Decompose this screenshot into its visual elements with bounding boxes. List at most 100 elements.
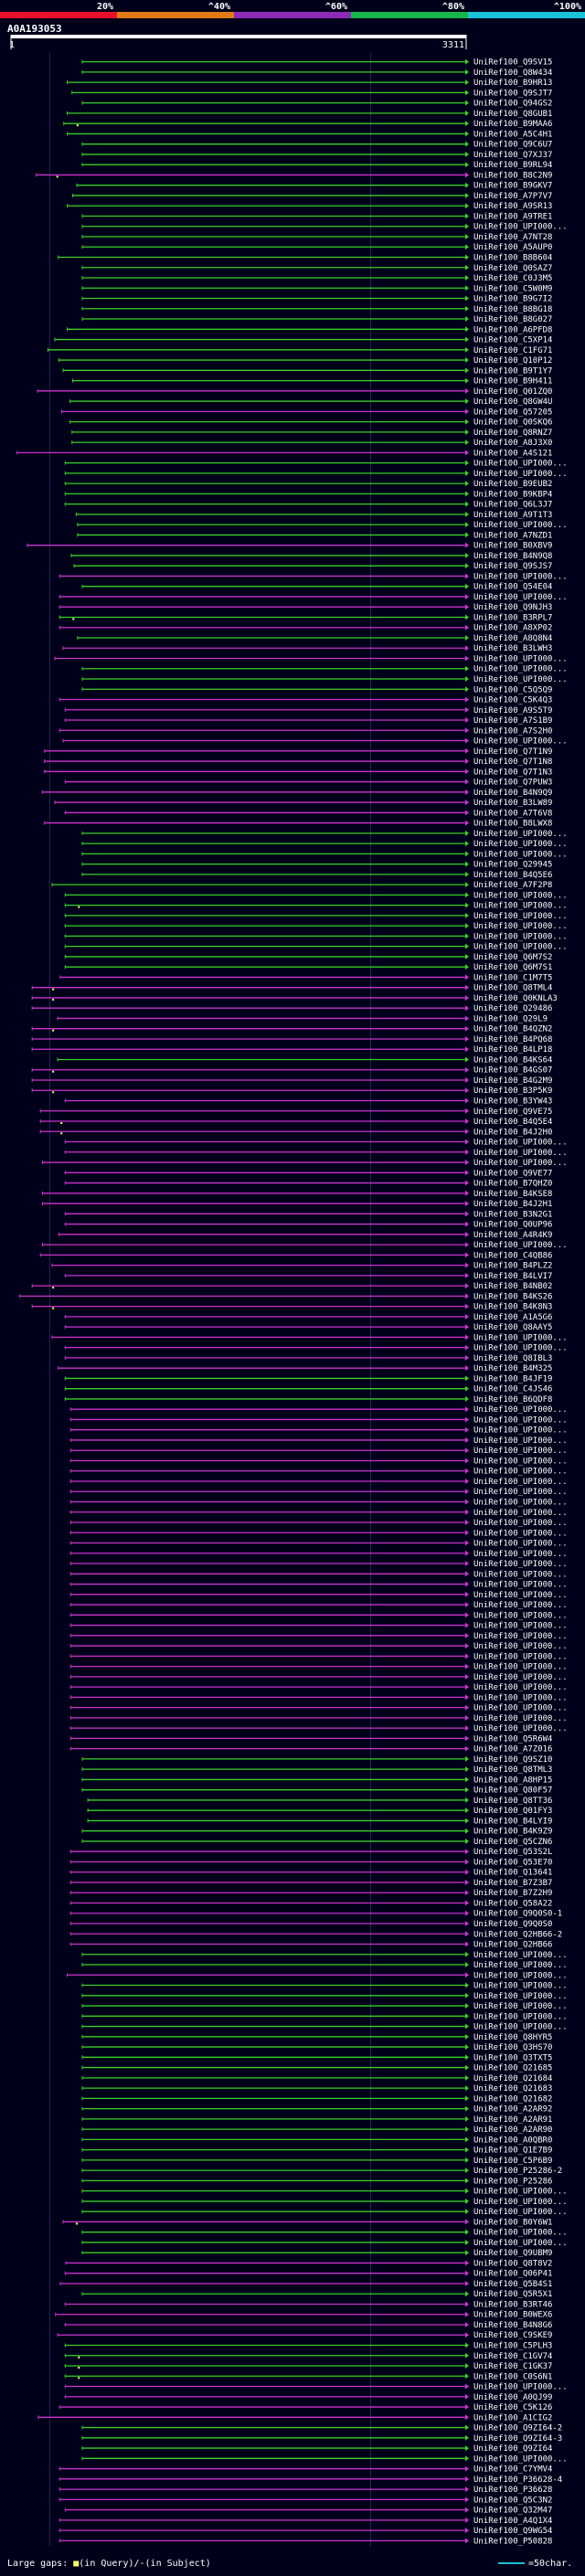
hit-label[interactable]: UniRef100_Q8GW4U — [473, 398, 552, 407]
hit-row[interactable]: UniRef100_B4N9Q8 — [70, 552, 552, 561]
hit-row[interactable]: UniRef100_B9H411 — [72, 377, 553, 387]
hit-row[interactable]: UniRef100_B3LW89 — [54, 799, 552, 808]
hit-label[interactable]: UniRef100_Q5B4S1 — [473, 2280, 552, 2289]
hit-row[interactable]: UniRef100_C1GK37 — [64, 2362, 552, 2371]
hit-label[interactable]: UniRef100_B6QDF8 — [473, 1395, 552, 1405]
hit-row[interactable]: UniRef100_Q01ZQ0 — [37, 387, 552, 397]
hit-label[interactable]: UniRef100_Q9VE77 — [473, 1169, 552, 1178]
hit-label[interactable]: UniRef100_Q9WG54 — [473, 2527, 552, 2536]
hit-label[interactable]: UniRef100_Q9SV15 — [473, 58, 552, 68]
hit-row[interactable]: UniRef100_B4G2M9 — [31, 1076, 552, 1086]
hit-row[interactable]: UniRef100_Q9VE77 — [64, 1169, 552, 1178]
hit-row[interactable]: UniRef100_Q6L3J7 — [64, 501, 552, 510]
hit-row[interactable]: UniRef100_B9MAA6 — [63, 120, 553, 129]
hit-label[interactable]: UniRef100_A4R4K9 — [473, 1231, 552, 1240]
hit-label[interactable]: UniRef100_UPI000... — [473, 943, 568, 952]
hit-row[interactable]: UniRef100_Q94GS2 — [81, 100, 552, 109]
hit-label[interactable]: UniRef100_UPI000... — [473, 1159, 568, 1168]
hit-label[interactable]: UniRef100_UPI000... — [473, 2454, 568, 2464]
hit-label[interactable]: UniRef100_UPI000... — [473, 902, 568, 911]
hit-row[interactable]: UniRef100_UPI000... — [69, 1519, 568, 1528]
hit-label[interactable]: UniRef100_Q29945 — [473, 861, 552, 870]
hit-label[interactable]: UniRef100_UPI000... — [473, 840, 568, 849]
hit-label[interactable]: UniRef100_B4Q5E4 — [473, 1118, 552, 1127]
hit-row[interactable]: UniRef100_Q53E70 — [69, 1858, 552, 1867]
hit-row[interactable]: UniRef100_UPI000... — [81, 1961, 568, 1970]
hit-row[interactable]: UniRef100_A1A5G6 — [64, 1313, 552, 1322]
hit-row[interactable]: UniRef100_Q13641 — [69, 1869, 552, 1878]
hit-label[interactable]: UniRef100_C0S6N1 — [473, 2372, 552, 2381]
hit-label[interactable]: UniRef100_C1FG71 — [473, 346, 552, 355]
hit-row[interactable]: UniRef100_B4KS26 — [19, 1292, 553, 1301]
hit-row[interactable]: UniRef100_B8LWX8 — [44, 820, 553, 829]
hit-label[interactable]: UniRef100_Q2HB66 — [473, 1941, 552, 1950]
hit-row[interactable]: UniRef100_Q9ZI64-2 — [81, 2424, 562, 2433]
hit-label[interactable]: UniRef100_UPI000... — [473, 1519, 568, 1528]
hit-label[interactable]: UniRef100_Q3HS70 — [473, 2043, 552, 2052]
hit-row[interactable]: UniRef100_UPI000... — [69, 1683, 568, 1692]
hit-label[interactable]: UniRef100_UPI000... — [473, 1581, 568, 1590]
hit-row[interactable]: UniRef100_Q8TML3 — [81, 1765, 552, 1775]
hit-label[interactable]: UniRef100_B4N8G6 — [473, 2321, 552, 2330]
hit-label[interactable]: UniRef100_Q53E70 — [473, 1858, 552, 1867]
hit-row[interactable]: UniRef100_Q3HS70 — [81, 2043, 552, 2052]
hit-label[interactable]: UniRef100_Q13641 — [473, 1869, 552, 1878]
hit-row[interactable]: UniRef100_B6QDF8 — [64, 1395, 552, 1405]
hit-row[interactable]: UniRef100_Q54E04 — [81, 583, 552, 592]
hit-row[interactable]: UniRef100_Q1E7B9 — [81, 2147, 552, 2156]
hit-label[interactable]: UniRef100_Q7XJ37 — [473, 151, 552, 160]
hit-label[interactable]: UniRef100_B9RL94 — [473, 161, 552, 170]
hit-row[interactable]: UniRef100_A4S121 — [16, 449, 553, 458]
hit-row[interactable]: UniRef100_Q8HYR5 — [81, 2033, 552, 2042]
hit-label[interactable]: UniRef100_UPI000... — [473, 1663, 568, 1672]
hit-label[interactable]: UniRef100_P25286-2 — [473, 2167, 562, 2176]
hit-label[interactable]: UniRef100_Q5C3N2 — [473, 2496, 552, 2505]
hit-row[interactable]: UniRef100_UPI000... — [81, 665, 568, 674]
hit-label[interactable]: UniRef100_Q6M7S1 — [473, 963, 552, 972]
hit-row[interactable]: UniRef100_UPI000... — [64, 912, 568, 921]
hit-row[interactable]: UniRef100_Q9UBM9 — [81, 2249, 552, 2258]
hit-row[interactable]: UniRef100_Q53S2L — [69, 1848, 552, 1857]
hit-row[interactable]: UniRef100_B4J2H1 — [41, 1200, 552, 1209]
hit-label[interactable]: UniRef100_Q9C6U7 — [473, 141, 552, 150]
hit-label[interactable]: UniRef100_B8G027 — [473, 315, 552, 324]
hit-label[interactable]: UniRef100_A8Q8N4 — [473, 634, 552, 643]
hit-row[interactable]: UniRef100_Q5B4S1 — [59, 2280, 552, 2289]
hit-label[interactable]: UniRef100_A8J3X0 — [473, 439, 552, 448]
hit-label[interactable]: UniRef100_B4Q5E6 — [473, 871, 552, 880]
hit-label[interactable]: UniRef100_P25286 — [473, 2177, 552, 2186]
hit-row[interactable]: UniRef100_B3LWH3 — [62, 644, 552, 653]
hit-row[interactable]: UniRef100_B4LVI7 — [64, 1272, 552, 1281]
hit-row[interactable]: UniRef100_UPI000... — [81, 2012, 568, 2021]
hit-label[interactable]: UniRef100_UPI000... — [473, 1344, 568, 1353]
hit-label[interactable]: UniRef100_P50828 — [473, 2537, 552, 2546]
hit-row[interactable]: UniRef100_B4J2H0 — [39, 1128, 552, 1137]
hit-label[interactable]: UniRef100_UPI000... — [473, 521, 568, 530]
hit-label[interactable]: UniRef100_UPI000... — [473, 1632, 568, 1641]
hit-row[interactable]: UniRef100_A4R4K9 — [58, 1231, 553, 1240]
hit-row[interactable]: UniRef100_UPI000... — [62, 737, 568, 747]
hit-label[interactable]: UniRef100_B0Y6W1 — [473, 2218, 552, 2227]
hit-label[interactable]: UniRef100_A8XP02 — [473, 624, 552, 633]
hit-row[interactable]: UniRef100_UPI000... — [81, 2229, 568, 2238]
hit-label[interactable]: UniRef100_Q21684 — [473, 2074, 552, 2083]
hit-row[interactable]: UniRef100_UPI000... — [64, 891, 568, 900]
hit-label[interactable]: UniRef100_UPI000... — [473, 737, 568, 747]
hit-label[interactable]: UniRef100_UPI000... — [473, 1498, 568, 1507]
hit-row[interactable]: UniRef100_Q29945 — [81, 861, 552, 870]
hit-row[interactable]: UniRef100_UPI000... — [81, 840, 568, 849]
hit-label[interactable]: UniRef100_B4K9Z9 — [473, 1828, 552, 1837]
hit-label[interactable]: UniRef100_A7NZD1 — [473, 531, 552, 540]
hit-row[interactable]: UniRef100_B7Z3B7 — [69, 1879, 552, 1888]
hit-label[interactable]: UniRef100_B4LVI7 — [473, 1272, 552, 1281]
hit-label[interactable]: UniRef100_B0WEX6 — [473, 2311, 552, 2320]
hit-row[interactable]: UniRef100_B9EUB2 — [64, 480, 552, 489]
hit-row[interactable]: UniRef100_A7NZD1 — [77, 531, 553, 540]
hit-label[interactable]: UniRef100_B4J2H0 — [473, 1128, 552, 1137]
hit-label[interactable]: UniRef100_Q3TXT5 — [473, 2053, 552, 2062]
hit-label[interactable]: UniRef100_B4J2H1 — [473, 1200, 552, 1209]
hit-row[interactable]: UniRef100_Q5C3N2 — [58, 2496, 552, 2505]
hit-row[interactable]: UniRef100_Q9Q0S0-1 — [69, 1910, 562, 1919]
hit-row[interactable]: UniRef100_UPI000... — [51, 1333, 568, 1342]
hit-label[interactable]: UniRef100_UPI000... — [473, 1149, 568, 1158]
